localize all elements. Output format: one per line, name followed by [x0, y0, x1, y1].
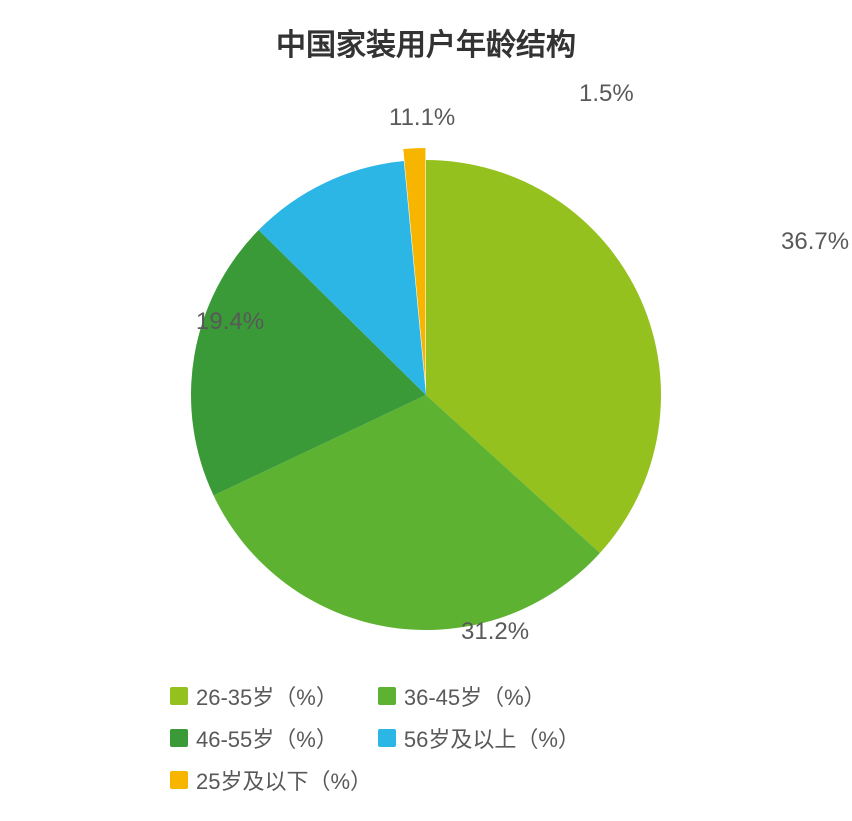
legend-item: 26-35岁（%）: [170, 680, 338, 712]
legend-swatch: [170, 729, 188, 747]
legend-label: 46-55岁（%）: [196, 722, 338, 754]
legend: 26-35岁（%） 36-45岁（%） 46-55岁（%） 56岁及以上（%） 25岁及…: [170, 680, 730, 796]
slice-label: 1.5%: [579, 80, 634, 108]
legend-swatch: [170, 687, 188, 705]
pie-chart: 36.7%31.2%19.4%11.1%1.5%: [151, 120, 701, 670]
legend-label: 26-35岁（%）: [196, 680, 338, 712]
legend-label: 56岁及以上（%）: [404, 722, 580, 754]
legend-label: 36-45岁（%）: [404, 680, 546, 712]
slice-label: 11.1%: [389, 104, 455, 132]
chart-title: 中国家装用户年龄结构: [0, 20, 852, 64]
legend-label: 25岁及以下（%）: [196, 764, 372, 796]
slice-label: 19.4%: [196, 308, 264, 336]
legend-item: 25岁及以下（%）: [170, 764, 372, 796]
legend-swatch: [170, 771, 188, 789]
legend-item: 36-45岁（%）: [378, 680, 546, 712]
legend-item: 56岁及以上（%）: [378, 722, 580, 754]
legend-swatch: [378, 687, 396, 705]
slice-label: 36.7%: [781, 228, 849, 256]
pie-svg: [151, 120, 701, 670]
slice-label: 31.2%: [461, 618, 529, 646]
legend-item: 46-55岁（%）: [170, 722, 338, 754]
legend-swatch: [378, 729, 396, 747]
